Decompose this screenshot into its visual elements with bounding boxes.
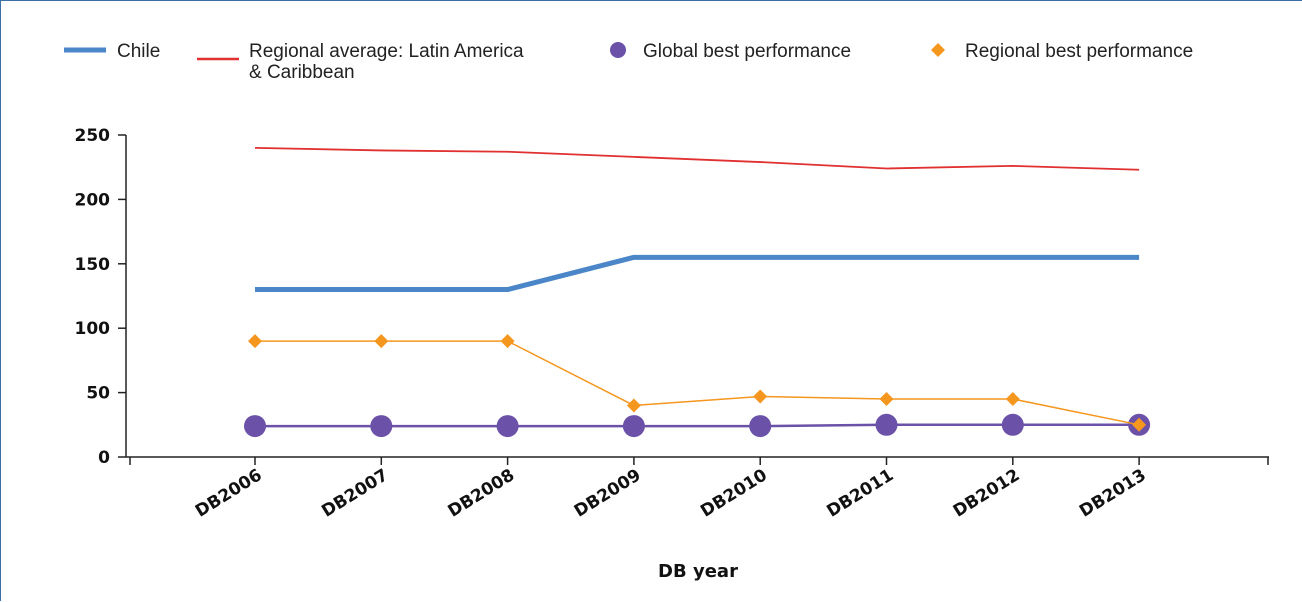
legend-item-regional-average[interactable]: Regional average: Latin America & Caribb… (197, 41, 524, 83)
data-point-regional-best-performance[interactable] (626, 398, 641, 413)
data-point-global-best-performance[interactable] (370, 415, 393, 438)
y-tick-label: 50 (86, 384, 110, 404)
x-axis-title: DB year (658, 561, 738, 582)
legend: Chile Regional average: Latin America & … (64, 41, 1193, 83)
legend-label-regional-best: Regional best performance (965, 41, 1193, 62)
plot-area (244, 146, 1151, 438)
legend-item-chile[interactable]: Chile (64, 41, 160, 62)
y-axis: 0 50 100 150 200 250 (75, 126, 127, 468)
x-tick-label: DB2011 (823, 465, 897, 521)
legend-label-regional-average-line1: Regional average: Latin America (249, 41, 524, 62)
series-line-regional-average-latin-america-caribbean (254, 146, 1140, 171)
data-point-global-best-performance[interactable] (622, 415, 645, 438)
data-point-regional-best-performance[interactable] (1005, 392, 1020, 407)
x-tick-label: DB2010 (697, 465, 771, 521)
y-tick-label: 250 (75, 126, 111, 146)
x-tick-label: DB2013 (1076, 465, 1150, 521)
legend-label-global-best: Global best performance (643, 41, 851, 62)
series-regional-average-latin-america-caribbean (254, 146, 1140, 171)
data-point-regional-best-performance[interactable] (753, 389, 768, 404)
series-global-best-performance (244, 413, 1151, 438)
series-line-regional-best-performance (255, 340, 1140, 426)
y-tick-label: 200 (75, 190, 111, 210)
x-axis-ticks: DB2006 DB2007 DB2008 DB2009 DB2010 DB2011 DB20… (129, 457, 1269, 522)
x-tick-label: DB2009 (571, 465, 645, 521)
x-tick-label: DB2007 (318, 465, 392, 521)
data-point-regional-best-performance[interactable] (248, 334, 262, 349)
legend-swatch-global-best (610, 42, 626, 58)
data-point-regional-best-performance[interactable] (500, 334, 515, 349)
series-chile (255, 254, 1140, 293)
series-line-global-best-performance (255, 423, 1140, 428)
data-point-global-best-performance[interactable] (244, 415, 266, 438)
series-regional-best-performance (248, 334, 1147, 432)
x-tick-label: DB2006 (192, 465, 266, 521)
legend-swatch-regional-best (931, 43, 945, 57)
data-point-regional-best-performance[interactable] (879, 392, 894, 407)
legend-item-global-best[interactable]: Global best performance (610, 41, 851, 62)
x-axis: DB2006 DB2007 DB2008 DB2009 DB2010 DB2011 DB20… (126, 456, 1269, 582)
x-tick-label: DB2008 (445, 465, 519, 521)
y-tick-label: 150 (75, 255, 111, 275)
data-point-regional-best-performance[interactable] (374, 334, 389, 349)
x-tick-label: DB2012 (950, 465, 1024, 521)
data-point-global-best-performance[interactable] (749, 415, 772, 438)
y-tick-label: 100 (75, 319, 111, 339)
data-point-global-best-performance[interactable] (1001, 413, 1024, 436)
y-tick-label: 0 (98, 448, 110, 468)
data-point-global-best-performance[interactable] (875, 413, 898, 436)
legend-item-regional-best[interactable]: Regional best performance (931, 41, 1193, 62)
y-axis-ticks: 0 50 100 150 200 250 (75, 126, 126, 468)
legend-label-regional-average-line2: & Caribbean (249, 62, 355, 83)
data-point-regional-best-performance[interactable] (1132, 417, 1147, 432)
data-point-global-best-performance[interactable] (496, 415, 519, 438)
legend-label-chile: Chile (117, 41, 160, 62)
series-line-chile (255, 254, 1140, 293)
